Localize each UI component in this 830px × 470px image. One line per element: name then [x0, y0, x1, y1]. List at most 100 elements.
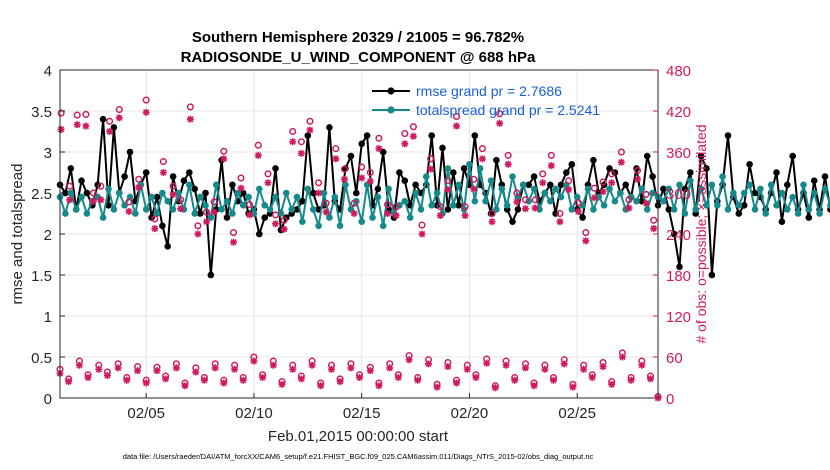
assimilated-marker: [488, 218, 496, 226]
rmse-point: [196, 210, 204, 217]
assimilated-marker: [427, 165, 435, 173]
spread-point: [99, 214, 107, 221]
spread-point: [272, 193, 279, 201]
spread-point: [229, 210, 236, 217]
y-tick-label-left: 1: [44, 309, 52, 326]
spread-point: [493, 206, 500, 213]
assimilated-marker: [453, 122, 461, 130]
assimilated-marker: [463, 365, 471, 373]
assimilated-marker: [599, 363, 607, 371]
assimilated-marker: [328, 365, 336, 373]
spread-point: [816, 210, 823, 217]
rmse-point: [789, 152, 796, 160]
possible-marker: [574, 199, 582, 207]
assimilated-marker: [162, 375, 170, 383]
possible-marker: [135, 175, 143, 183]
rmse-point: [606, 165, 613, 172]
x-tick-label: 02/05: [127, 405, 165, 422]
spread-point: [541, 189, 549, 197]
assimilated-marker: [453, 379, 461, 387]
spread-point: [239, 202, 247, 209]
assimilated-marker: [125, 207, 133, 215]
assimilated-marker: [75, 361, 83, 369]
assimilated-marker: [599, 188, 607, 196]
possible-marker: [115, 106, 123, 114]
spread-point: [670, 206, 678, 213]
assimilated-marker: [269, 361, 277, 369]
assimilated-marker: [231, 365, 239, 373]
rmse-point: [547, 181, 554, 189]
rmse-point: [299, 197, 306, 205]
assimilated-marker: [521, 205, 529, 213]
legend-marker-rmse: [387, 87, 395, 95]
rmse-point: [450, 169, 457, 176]
spread-point: [746, 181, 753, 189]
spread-point: [379, 222, 387, 230]
assimilated-marker: [239, 376, 247, 384]
assimilated-marker: [472, 374, 480, 381]
assimilated-marker: [625, 204, 633, 212]
assimilated-marker: [356, 374, 364, 381]
spread-point: [148, 193, 155, 201]
rmse-point: [439, 144, 446, 152]
spread-point: [455, 181, 463, 189]
spread-point: [110, 206, 118, 213]
assimilated-marker: [250, 357, 258, 365]
spread-point: [810, 189, 818, 197]
legend-label-spread: totalspread grand pr = 2.5241: [416, 102, 600, 118]
assimilated-marker: [409, 132, 417, 140]
spread-point: [751, 206, 759, 213]
spread-point: [261, 202, 269, 209]
possible-marker: [384, 201, 392, 209]
rmse-point: [568, 161, 576, 168]
spread-point: [740, 189, 748, 197]
spread-point: [67, 189, 75, 197]
possible-marker: [617, 148, 625, 156]
possible-marker: [125, 198, 133, 206]
assimilated-marker: [444, 363, 452, 371]
assimilated-marker: [237, 184, 245, 192]
spread-point: [62, 210, 69, 217]
spread-point: [277, 210, 285, 217]
spread-point: [315, 222, 322, 230]
assimilated-marker: [332, 155, 340, 163]
spread-point: [417, 206, 425, 213]
possible-marker: [427, 155, 435, 163]
rmse-point: [676, 263, 683, 271]
spread-point: [212, 181, 220, 189]
assimilated-marker: [414, 376, 422, 384]
rmse-point: [746, 161, 753, 168]
assimilated-marker: [280, 225, 288, 233]
spread-point: [191, 210, 198, 217]
assimilated-marker: [106, 128, 114, 135]
y-tick-label-left: 3.5: [31, 104, 52, 121]
rmse-point: [142, 169, 150, 176]
rmse-point: [509, 218, 516, 225]
possible-marker: [220, 147, 228, 155]
y-tick-label-left: 4: [44, 63, 52, 80]
possible-marker: [504, 151, 512, 159]
assimilated-marker: [350, 210, 358, 217]
rmse-point: [643, 152, 651, 160]
assimilated-marker: [634, 175, 642, 183]
spread-point: [735, 202, 743, 209]
assimilated-marker: [289, 138, 297, 146]
y-tick-label-right: 360: [666, 145, 691, 162]
assimilated-marker: [151, 225, 159, 233]
x-tick-label: 02/15: [343, 405, 381, 422]
rmse-point: [697, 152, 705, 160]
assimilated-marker: [203, 218, 211, 226]
spread-point: [309, 206, 317, 213]
assimilated-marker: [642, 199, 650, 207]
rmse-point: [126, 148, 134, 156]
rmse-point: [735, 210, 743, 217]
assimilated-marker: [115, 114, 123, 122]
spread-point: [401, 197, 409, 205]
spread-point: [730, 189, 737, 197]
assimilated-marker: [297, 149, 305, 157]
assimilated-marker: [513, 198, 521, 206]
assimilated-marker: [220, 379, 228, 387]
assimilated-marker: [336, 378, 344, 386]
spread-point: [498, 185, 506, 193]
possible-marker: [539, 170, 547, 178]
